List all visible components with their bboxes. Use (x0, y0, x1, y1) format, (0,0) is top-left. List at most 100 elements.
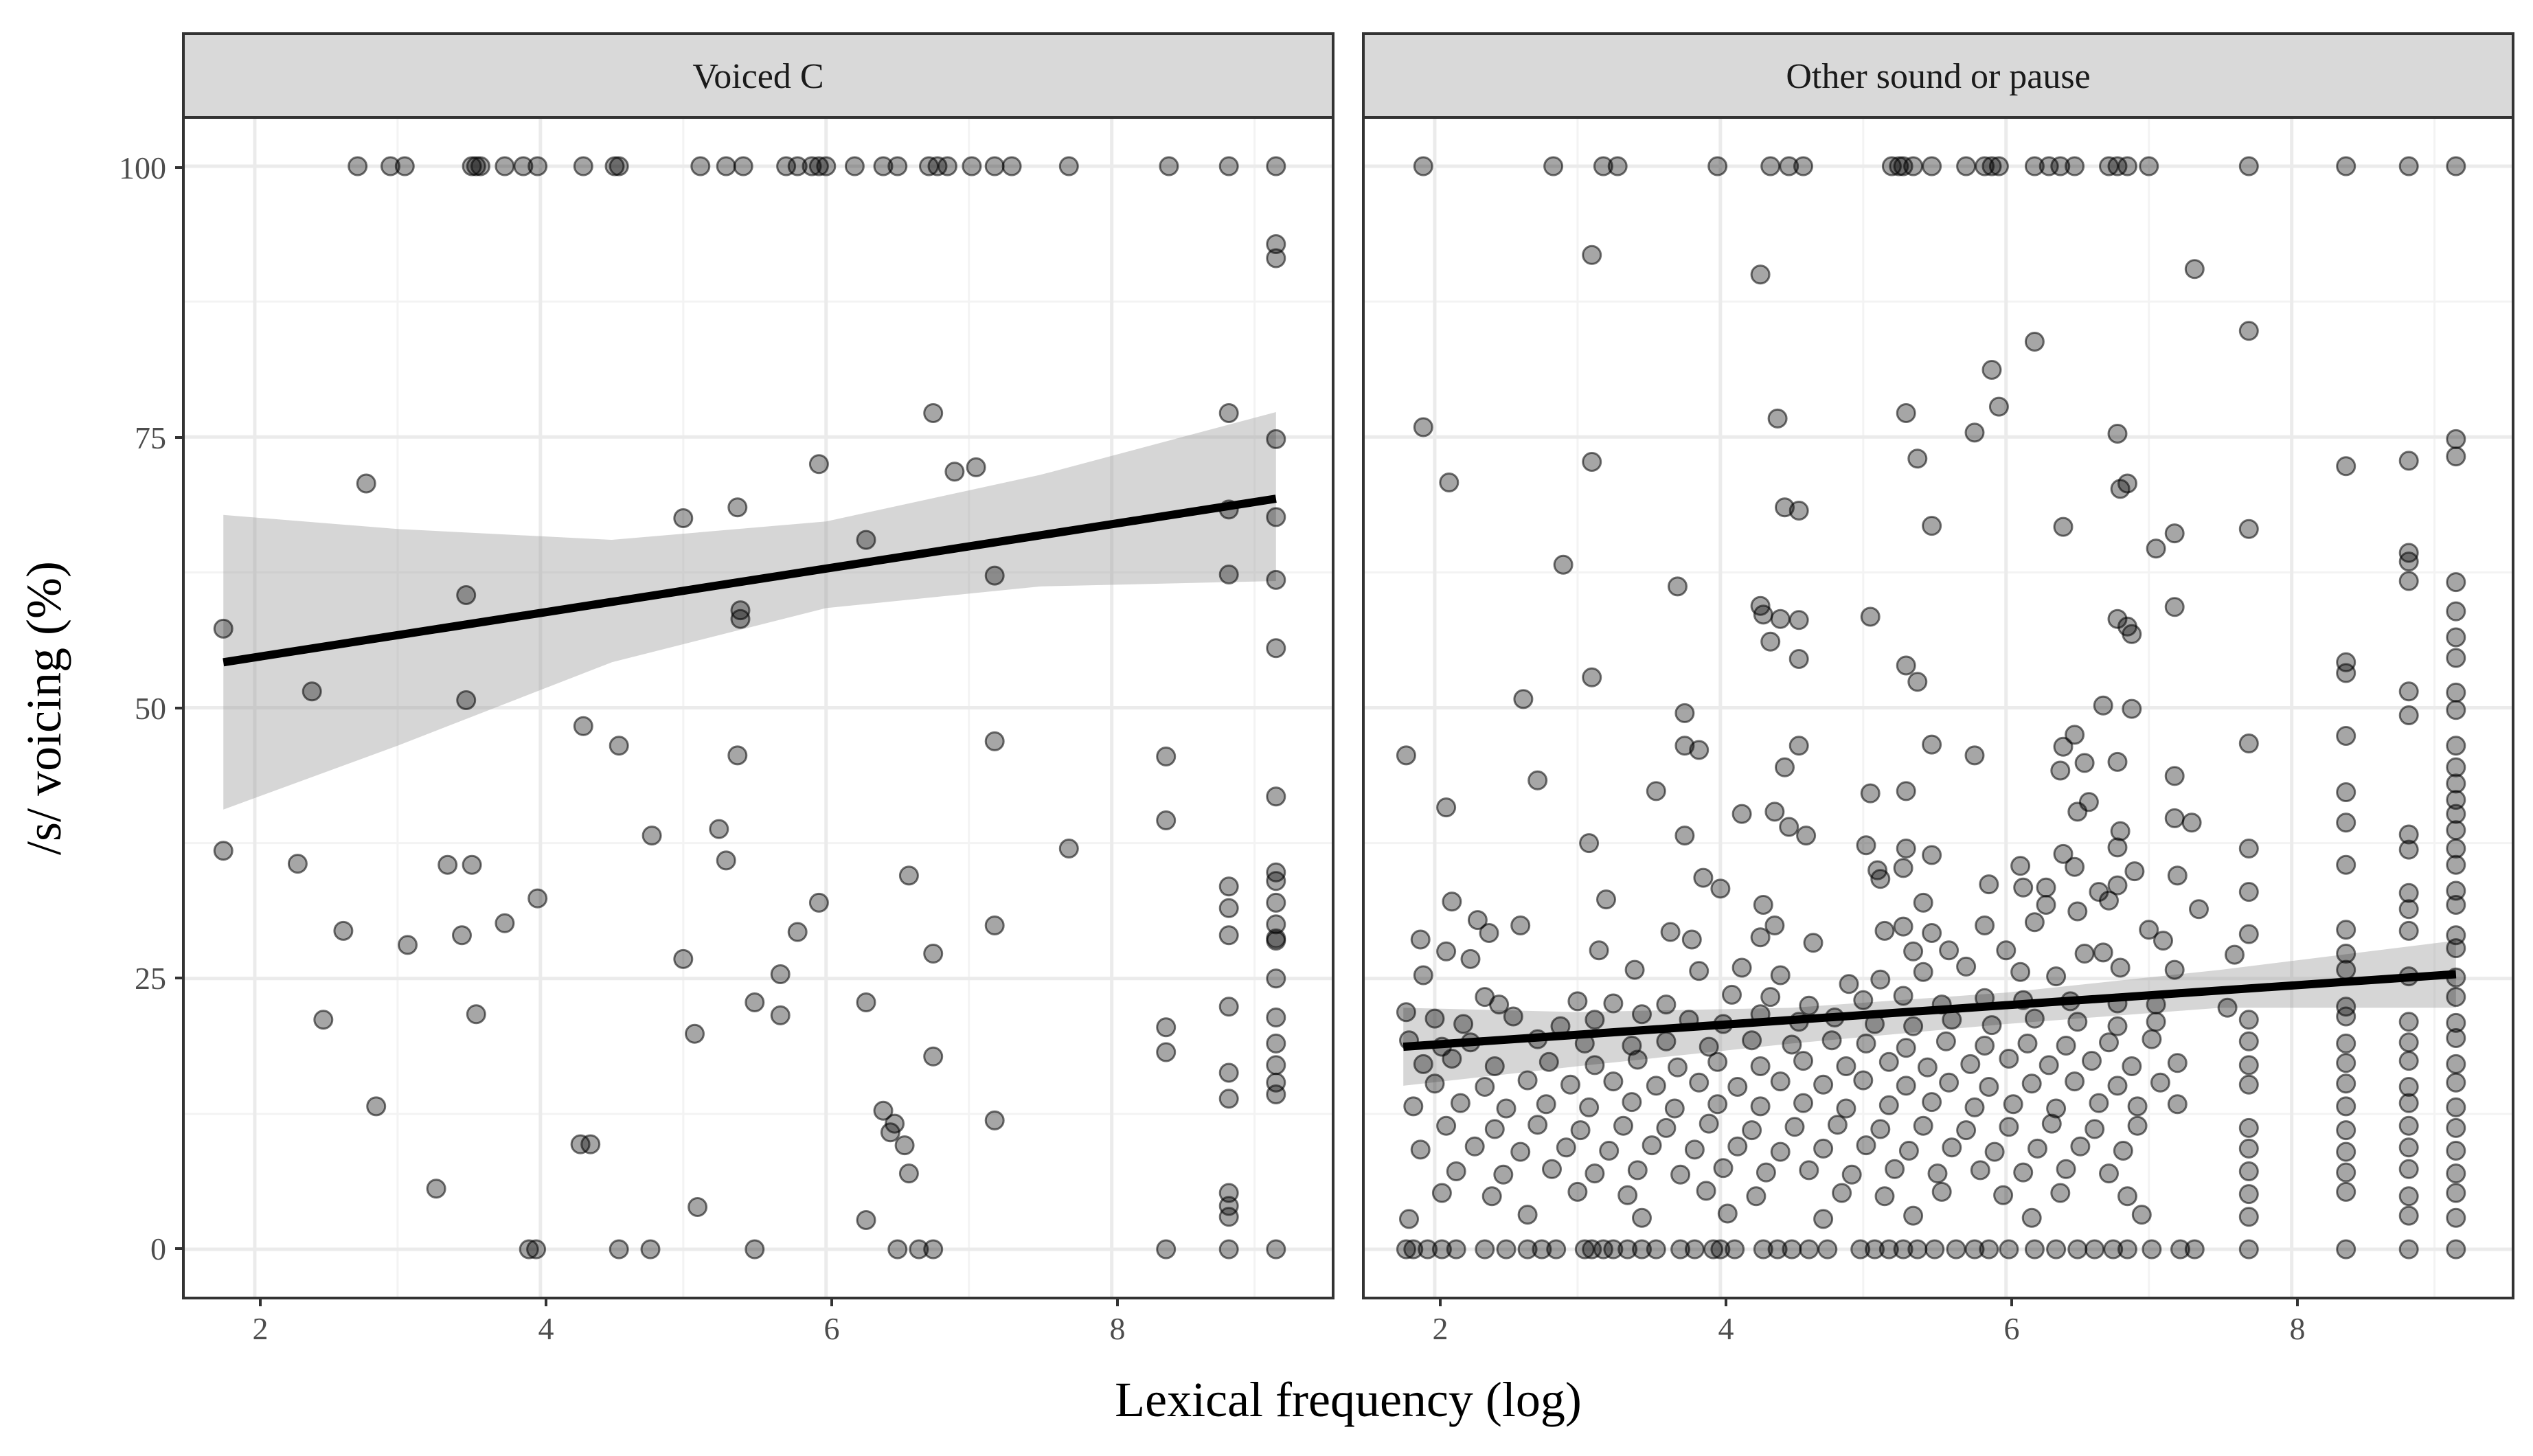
data-point (2110, 821, 2131, 841)
data-point (1821, 1030, 1842, 1051)
data-point (1981, 360, 2002, 380)
data-point (1156, 810, 1177, 830)
data-point (1513, 689, 1534, 709)
data-point (2021, 1073, 2042, 1094)
data-point (1159, 156, 1179, 177)
data-point (2041, 1113, 2062, 1134)
panel-other-sound-or-pause: Other sound or pause (1362, 32, 2514, 1299)
data-point (2065, 1071, 2085, 1092)
data-point (2238, 1207, 2259, 1227)
data-point (519, 1239, 539, 1260)
data-point (1865, 1239, 1885, 1260)
data-point (1218, 1196, 1239, 1216)
data-point (2446, 572, 2466, 593)
data-point (1964, 1097, 1985, 1117)
data-point (709, 819, 729, 839)
data-point (1924, 1239, 1945, 1260)
data-point (2238, 1010, 2259, 1030)
data-point (2099, 890, 2119, 911)
data-point (2024, 1008, 2045, 1029)
data-point (873, 1100, 894, 1121)
data-point (1218, 876, 1239, 897)
data-point (1988, 396, 2009, 417)
data-point (887, 1239, 908, 1260)
data-point (1453, 1014, 1474, 1034)
data-point (1396, 1239, 1416, 1260)
data-point (844, 156, 865, 177)
data-point (2446, 854, 2466, 875)
data-point (1460, 948, 1481, 969)
data-point (909, 1239, 929, 1260)
data-point (1788, 501, 1809, 521)
data-point (495, 913, 515, 933)
data-point (1964, 422, 1985, 443)
data-point (1464, 1136, 1485, 1157)
data-point (1266, 1055, 1286, 1076)
data-point (2189, 899, 2209, 920)
data-point (898, 1163, 919, 1184)
data-point (1538, 1051, 1559, 1072)
data-point (2446, 736, 2466, 756)
data-point (1582, 452, 1602, 472)
data-point (1946, 1239, 1966, 1260)
data-point (2398, 451, 2419, 471)
data-point (2446, 1072, 2466, 1093)
data-point (1442, 1049, 1462, 1069)
data-point (1841, 1164, 1862, 1185)
data-point (1839, 974, 1859, 994)
data-point (2336, 959, 2356, 980)
data-point (1424, 1008, 1445, 1029)
data-point (1579, 1097, 1600, 1117)
data-point (1266, 1239, 1286, 1260)
y-tick: 50 (135, 691, 183, 726)
strip-label-voiced-c: Voiced C (692, 57, 823, 96)
data-point (2107, 608, 2128, 629)
data-point (2398, 883, 2419, 903)
data-point (2107, 875, 2128, 896)
x-tick-label: 4 (1718, 1311, 1734, 1346)
data-point (1674, 826, 1695, 846)
data-point (2093, 942, 2113, 963)
data-point (1582, 667, 1602, 687)
data-point (2107, 424, 2128, 444)
data-point (2336, 1096, 2356, 1117)
data-point (1907, 448, 1928, 469)
data-point (2398, 920, 2419, 941)
data-point (1770, 1071, 1791, 1092)
data-point (356, 473, 376, 494)
data-point (2446, 1054, 2466, 1074)
data-point (1813, 1074, 1834, 1095)
data-point (2238, 1074, 2259, 1095)
data-point (1956, 1120, 1977, 1141)
data-point (1907, 672, 1928, 692)
data-point (1156, 747, 1177, 766)
data-point (923, 1239, 944, 1260)
data-point (2184, 259, 2205, 280)
data-point (1853, 1070, 1874, 1091)
data-point (1979, 874, 1999, 895)
data-point (2446, 1012, 2466, 1033)
data-point (1266, 248, 1286, 269)
data-point (2238, 733, 2259, 753)
data-point (1266, 638, 1286, 659)
data-point (1266, 892, 1286, 913)
data-point (1642, 1135, 1662, 1156)
data-point (2122, 698, 2142, 719)
data-point (1939, 940, 1960, 961)
data-point (2446, 938, 2466, 959)
data-point (1796, 826, 1817, 846)
data-point (1770, 1141, 1791, 1162)
data-point (1703, 1239, 1723, 1260)
data-point (313, 1010, 334, 1030)
data-point (1613, 1115, 1633, 1136)
data-point (2446, 446, 2466, 467)
data-point (526, 1239, 547, 1260)
panel-border (1362, 116, 2514, 1299)
y-tick-label: 50 (135, 691, 166, 726)
data-point (2398, 824, 2419, 845)
data-point (2181, 812, 2202, 833)
data-point (2446, 895, 2466, 915)
data-point (2065, 856, 2085, 877)
data-point (2046, 1239, 2067, 1260)
